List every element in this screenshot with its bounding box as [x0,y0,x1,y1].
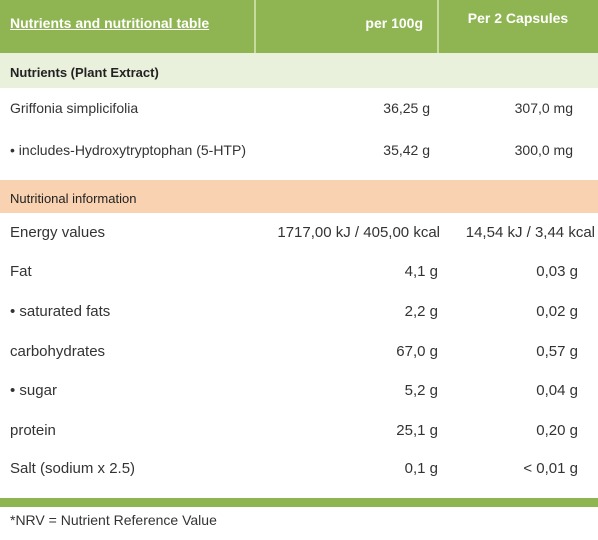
row-value-per100: 5,2 g [404,382,438,399]
row-value-per2: 14,54 kJ / 3,44 kcal [465,224,595,241]
table-row: Fat 4,1 g 0,03 g [0,252,598,292]
row-value-per2: 0,04 g [536,382,578,399]
row-label: Energy values [10,224,106,241]
table-row: • includes-Hydroxytryptophan (5-HTP) 35,… [0,130,598,172]
row-label: Fat [10,263,32,280]
table-header: Nutrients and nutritional table per 100g… [0,0,598,53]
row-value-per2: 0,03 g [536,263,578,280]
row-value-per2: 0,57 g [536,343,578,360]
row-label: • saturated fats [10,303,111,320]
table-row: • sugar 5,2 g 0,04 g [0,371,598,411]
table-row: protein 25,1 g 0,20 g [0,411,598,451]
column-header-per2: Per 2 Capsules [467,10,569,26]
column-header-per100: per 100g [365,15,423,31]
row-label: Salt (sodium x 2.5) [10,460,136,477]
section-header-nutritional: Nutritional information [0,180,598,213]
row-label: protein [10,422,56,439]
row-value-per2: 0,02 g [536,303,578,320]
section-header-nutrients: Nutrients (Plant Extract) [0,53,598,88]
section-label: Nutrients (Plant Extract) [10,65,159,80]
row-value-per100: 2,2 g [404,303,438,320]
row-value-per100: 0,1 g [404,460,438,477]
row-value-per100: 25,1 g [396,422,438,439]
row-value-per100: 36,25 g [383,100,430,116]
row-label: • sugar [10,382,57,399]
table-row: Salt (sodium x 2.5) 0,1 g < 0,01 g [0,449,598,489]
table-row: • saturated fats 2,2 g 0,02 g [0,292,598,332]
row-value-per100: 1717,00 kJ / 405,00 kcal [277,224,440,241]
table-row: Energy values 1717,00 kJ / 405,00 kcal 1… [0,213,598,253]
row-label: carbohydrates [10,343,106,360]
row-value-per2: 307,0 mg [514,100,573,116]
footnote: *NRV = Nutrient Reference Value [10,512,217,528]
row-value-per100: 35,42 g [383,142,430,158]
header-cell-title: Nutrients and nutritional table [0,0,256,53]
section-label: Nutritional information [10,191,137,206]
table-row: carbohydrates 67,0 g 0,57 g [0,332,598,372]
row-value-per100: 67,0 g [396,343,438,360]
row-value-per2: < 0,01 g [523,460,578,477]
table-title: Nutrients and nutritional table [10,15,210,31]
row-value-per100: 4,1 g [404,263,438,280]
row-value-per2: 0,20 g [536,422,578,439]
row-label: • includes-Hydroxytryptophan (5-HTP) [10,142,246,158]
table-bottom-divider [0,498,598,507]
header-cell-per100: per 100g [256,0,439,53]
row-label: Griffonia simplicifolia [10,100,139,116]
row-value-per2: 300,0 mg [514,142,573,158]
table-row: Griffonia simplicifolia 36,25 g 307,0 mg [0,88,598,130]
